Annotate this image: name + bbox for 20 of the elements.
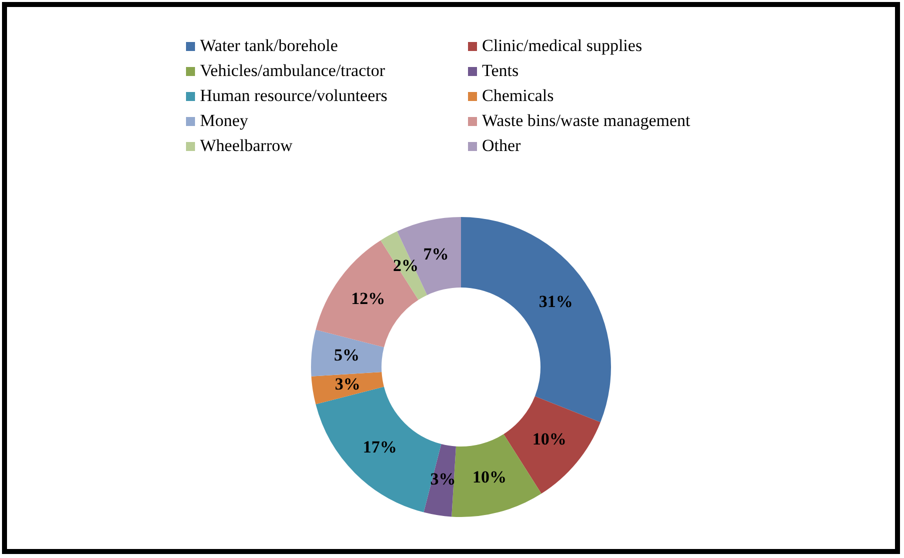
data-label: 7%: [423, 244, 449, 264]
data-label: 5%: [334, 346, 360, 365]
legend-label: Human resource/volunteers: [200, 86, 388, 106]
legend-label: Vehicles/ambulance/tractor: [200, 61, 386, 81]
data-label: 10%: [532, 430, 566, 449]
legend-label: Waste bins/waste management: [482, 111, 690, 131]
data-label: 10%: [472, 468, 507, 487]
legend-label: Water tank/borehole: [200, 36, 338, 56]
data-label: 31%: [538, 292, 573, 311]
legend-label: Tents: [482, 61, 519, 81]
data-label: 17%: [362, 438, 397, 457]
legend-label: Other: [482, 136, 521, 156]
legend-label: Clinic/medical supplies: [482, 36, 642, 56]
data-label: 3%: [334, 374, 360, 394]
data-label: 12%: [351, 288, 386, 308]
data-label: 2%: [392, 256, 418, 275]
legend-label: Wheelbarrow: [200, 136, 293, 156]
legend-label: Chemicals: [482, 86, 554, 106]
legend-label: Money: [200, 111, 248, 131]
data-label: 3%: [430, 470, 456, 489]
